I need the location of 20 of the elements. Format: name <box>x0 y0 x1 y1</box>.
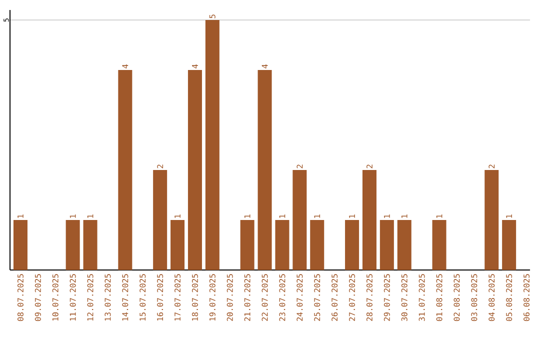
bar <box>380 220 394 270</box>
bar <box>240 220 254 270</box>
bar <box>153 170 168 270</box>
bar <box>258 70 272 270</box>
bar <box>13 220 28 270</box>
bar <box>170 220 185 270</box>
bar <box>66 220 80 270</box>
bar <box>432 220 446 270</box>
bar <box>345 220 360 270</box>
bar <box>118 70 132 270</box>
bar <box>275 220 290 270</box>
bar <box>502 220 516 270</box>
bar <box>292 170 307 270</box>
bar <box>484 170 499 270</box>
bar <box>310 220 324 270</box>
bar <box>188 70 202 270</box>
bar <box>397 220 412 270</box>
bar <box>83 220 98 270</box>
bar <box>205 20 220 270</box>
bar <box>362 170 376 270</box>
